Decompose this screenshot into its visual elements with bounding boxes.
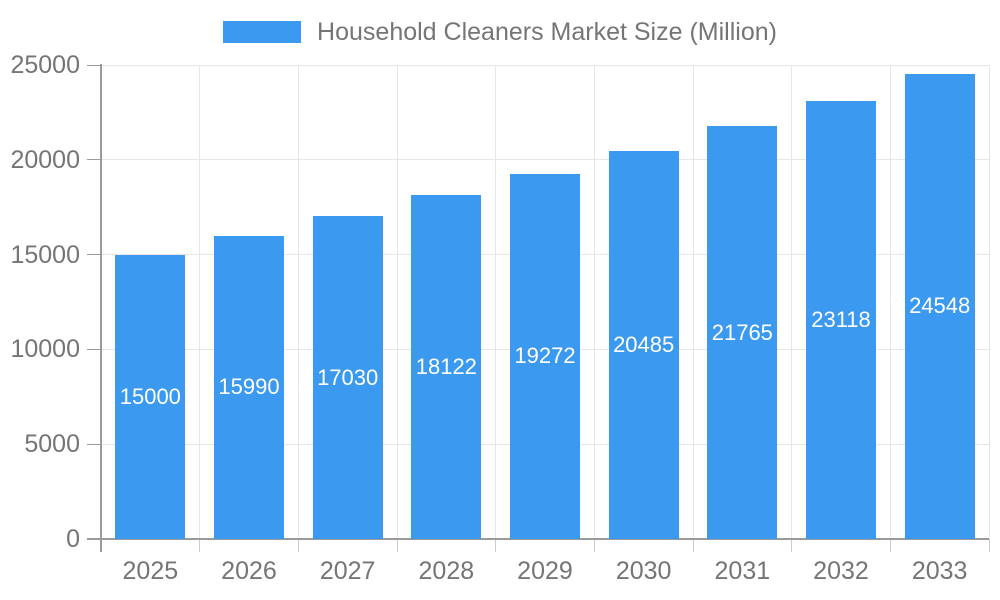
x-axis-label: 2031 [714, 557, 771, 585]
legend-swatch [223, 21, 302, 43]
x-axis-tick [988, 539, 990, 552]
x-axis-tick [791, 539, 793, 552]
y-axis-label: 5000 [24, 430, 80, 459]
legend[interactable]: Household Cleaners Market Size (Million) [0, 16, 1000, 48]
y-axis-tick [87, 443, 101, 445]
x-axis-tick [692, 539, 694, 552]
bar[interactable]: 20485 [608, 150, 679, 539]
v-gridline [199, 65, 201, 539]
x-axis-line [87, 538, 989, 540]
x-axis-label: 2025 [122, 557, 179, 585]
x-axis-label: 2033 [911, 557, 968, 585]
h-gridline [101, 159, 989, 161]
bar[interactable]: 18122 [411, 195, 482, 539]
h-gridline [101, 64, 989, 66]
x-axis-tick [889, 539, 891, 552]
bar-value-label: 23118 [811, 306, 871, 332]
x-axis-tick [495, 539, 497, 552]
bar-value-label: 17030 [317, 364, 379, 390]
y-axis-label: 15000 [10, 240, 80, 269]
y-axis-tick [87, 254, 101, 256]
x-axis-label: 2027 [319, 557, 376, 585]
bar-value-label: 24548 [909, 293, 971, 319]
x-axis-tick [396, 539, 398, 552]
y-axis-label: 0 [66, 525, 80, 553]
v-gridline [692, 65, 694, 539]
bar-value-label: 15990 [218, 374, 280, 400]
bar-value-label: 18122 [415, 354, 477, 380]
bar[interactable]: 15000 [115, 254, 186, 539]
bar[interactable]: 23118 [806, 100, 876, 539]
y-axis-tick [87, 348, 101, 350]
bar-value-label: 21765 [711, 319, 773, 345]
v-gridline [889, 65, 891, 539]
bar[interactable]: 19272 [510, 173, 580, 539]
x-axis-label: 2030 [615, 557, 672, 585]
y-axis-label: 10000 [10, 335, 80, 364]
bar[interactable]: 17030 [312, 216, 383, 539]
y-axis-tick [87, 64, 101, 66]
x-axis-label: 2028 [418, 557, 475, 585]
y-axis-line [100, 64, 102, 552]
x-axis-tick [199, 539, 201, 552]
y-axis-label: 20000 [10, 145, 80, 174]
x-axis-label: 2032 [813, 557, 869, 585]
x-axis-label: 2029 [517, 557, 573, 585]
v-gridline [593, 65, 595, 539]
v-gridline [297, 65, 299, 539]
bar[interactable]: 24548 [904, 73, 975, 539]
y-axis-tick [87, 159, 101, 161]
x-axis-tick [593, 539, 595, 552]
bar[interactable]: 21765 [707, 126, 778, 539]
bar-value-label: 20485 [613, 331, 675, 357]
v-gridline [791, 65, 793, 539]
v-gridline [495, 65, 497, 539]
v-gridline [988, 65, 990, 539]
bar[interactable]: 15990 [214, 235, 284, 539]
x-axis-tick [297, 539, 299, 552]
bar-value-label: 15000 [119, 383, 181, 409]
v-gridline [396, 65, 398, 539]
bar-value-label: 19272 [514, 343, 576, 369]
y-axis-label: 25000 [10, 51, 80, 79]
legend-label: Household Cleaners Market Size (Million) [317, 17, 777, 46]
x-axis-label: 2026 [221, 557, 277, 585]
